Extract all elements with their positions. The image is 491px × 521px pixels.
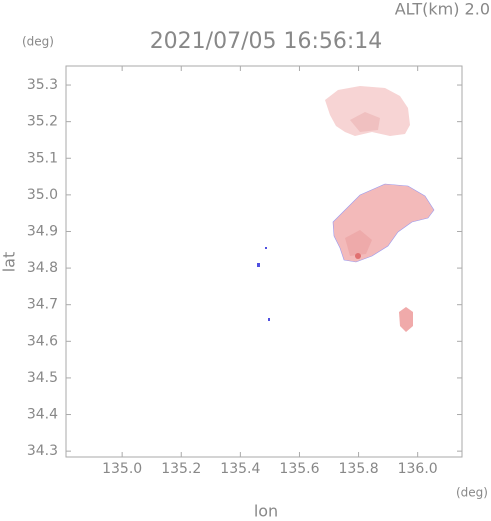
echo-region (399, 307, 413, 332)
y-tick-label: 34.9 (27, 223, 58, 239)
echo-speck (268, 318, 270, 321)
y-tick-label: 35.2 (27, 114, 58, 130)
echo-core (355, 253, 361, 259)
x-tick-label: 136.0 (398, 461, 438, 477)
x-tick-label: 135.0 (102, 461, 142, 477)
x-axis-label: lon (254, 502, 278, 521)
echo-speck (257, 263, 260, 267)
y-axis-label: lat (0, 252, 19, 273)
echo-region (350, 112, 380, 132)
subtitle: ALT(km) 2.0 (395, 0, 490, 19)
y-tick-label: 34.5 (27, 370, 58, 386)
echo-region (345, 230, 372, 256)
echo-region (325, 86, 410, 136)
y-tick-label: 34.8 (27, 260, 58, 276)
y-tick-label: 34.4 (27, 407, 58, 423)
x-unit: (deg) (456, 486, 488, 500)
plot-frame (65, 65, 463, 458)
x-tick-label: 135.6 (279, 461, 319, 477)
y-tick-label: 35.0 (27, 187, 58, 203)
echo-speck (265, 247, 267, 249)
x-tick-label: 135.2 (161, 461, 201, 477)
y-unit: (deg) (22, 35, 54, 49)
y-tick-label: 34.3 (27, 443, 58, 459)
y-tick-label: 34.7 (27, 297, 58, 313)
y-tick-label: 34.6 (27, 333, 58, 349)
y-tick-label: 35.1 (27, 150, 58, 166)
y-tick-label: 35.3 (27, 77, 58, 93)
echo-region (332, 183, 435, 263)
x-tick-label: 135.4 (220, 461, 260, 477)
chart-title: 2021/07/05 16:56:14 (150, 29, 383, 54)
x-tick-label: 135.8 (339, 461, 379, 477)
